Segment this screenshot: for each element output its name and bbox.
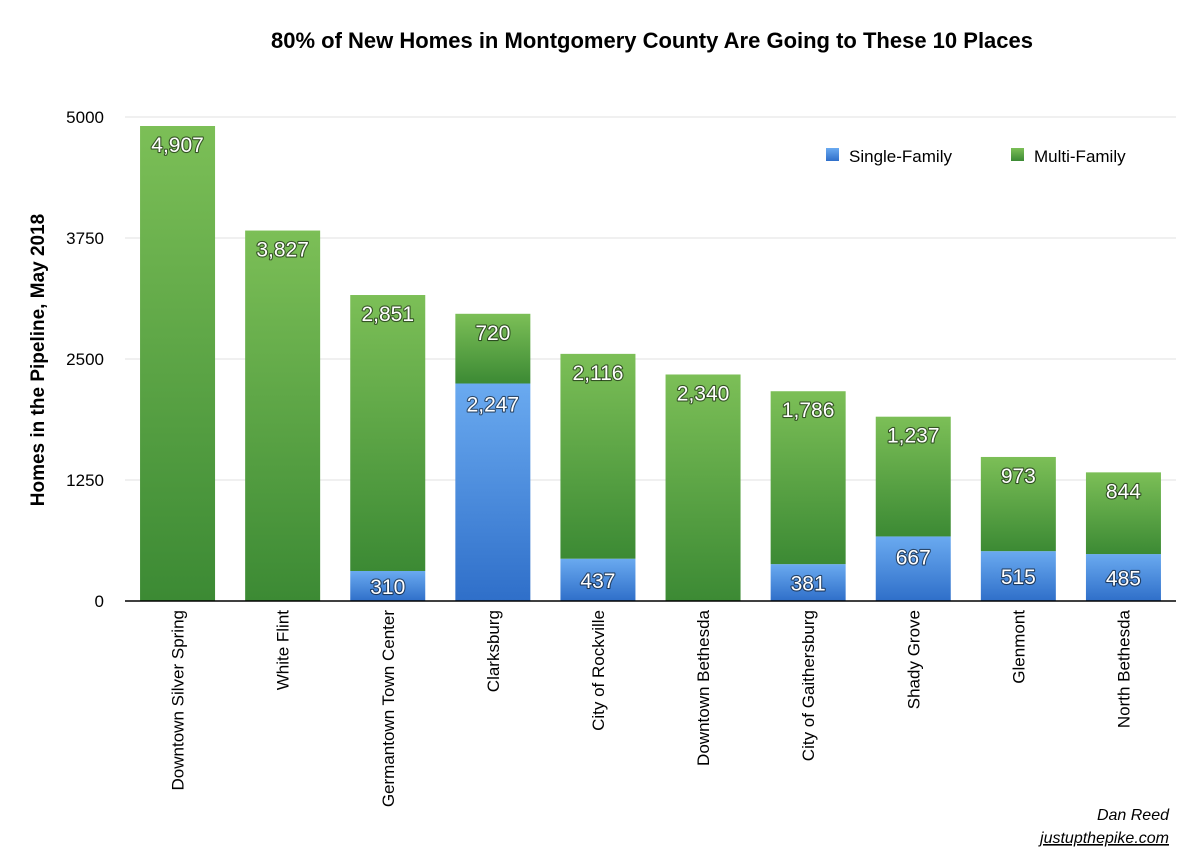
bar-single-family bbox=[350, 570, 426, 601]
y-tick-label: 3750 bbox=[66, 229, 104, 248]
data-label-multi-family: 4,907 bbox=[151, 134, 204, 157]
y-tick-label: 5000 bbox=[66, 108, 104, 127]
bar-multi-family bbox=[665, 374, 741, 601]
data-label-multi-family: 844 bbox=[1106, 480, 1141, 503]
bar-single-family bbox=[455, 383, 531, 601]
bar-multi-family bbox=[1085, 472, 1161, 555]
x-category-label: Shady Grove bbox=[904, 610, 923, 709]
y-tick-label: 1250 bbox=[66, 471, 104, 490]
bar-single-family bbox=[875, 536, 951, 601]
bar-multi-family bbox=[455, 313, 531, 384]
bar-multi-family bbox=[245, 230, 321, 602]
x-category-label: Glenmont bbox=[1009, 610, 1028, 684]
legend-label-single-family: Single-Family bbox=[849, 147, 952, 166]
bar-single-family bbox=[1085, 554, 1161, 601]
data-label-multi-family: 1,237 bbox=[887, 425, 940, 448]
y-tick-labels: 0 1250 2500 3750 5000 bbox=[66, 108, 104, 611]
bar-layer bbox=[140, 126, 1161, 602]
data-label-single-family: 381 bbox=[791, 573, 826, 596]
legend-swatch-single-family bbox=[826, 148, 839, 161]
x-category-label: City of Rockville bbox=[589, 610, 608, 731]
bar-single-family bbox=[770, 564, 846, 601]
credit-author: Dan Reed bbox=[1097, 807, 1170, 824]
bar-multi-family bbox=[980, 456, 1056, 552]
legend: Single-Family Multi-Family bbox=[826, 147, 1126, 166]
category-labels: Downtown Silver Spring White Flint Germant… bbox=[169, 609, 1134, 807]
y-tick-label: 0 bbox=[95, 592, 104, 611]
data-label-multi-family: 720 bbox=[475, 322, 510, 345]
chart-title: 80% of New Homes in Montgomery County Ar… bbox=[271, 28, 1033, 53]
legend-label-multi-family: Multi-Family bbox=[1034, 147, 1126, 166]
data-label-multi-family: 1,786 bbox=[782, 399, 835, 422]
bar-multi-family bbox=[560, 353, 636, 559]
x-category-label: Clarksburg bbox=[484, 610, 503, 692]
data-label-single-family: 515 bbox=[1001, 566, 1036, 589]
data-label-multi-family: 2,116 bbox=[572, 362, 623, 385]
bar-multi-family bbox=[770, 391, 846, 565]
data-label-single-family: 667 bbox=[896, 546, 931, 569]
credit-site: justupthepike.com bbox=[1038, 830, 1169, 847]
data-label-multi-family: 2,851 bbox=[361, 303, 414, 326]
data-label-multi-family: 3,827 bbox=[256, 239, 309, 262]
bar-single-family bbox=[980, 551, 1056, 601]
data-label-single-family: 310 bbox=[370, 576, 405, 599]
bar-multi-family bbox=[350, 295, 426, 571]
data-label-single-family: 437 bbox=[580, 570, 615, 593]
data-label-layer: 4,907 3,827 2,851 310 720 2,247 2,116 437 2,340 1… bbox=[150, 133, 1142, 600]
x-category-label: Germantown Town Center bbox=[379, 610, 398, 808]
x-category-label: Downtown Bethesda bbox=[694, 609, 713, 765]
x-category-label: City of Gaithersburg bbox=[799, 610, 818, 761]
y-axis-title: Homes in the Pipeline, May 2018 bbox=[28, 214, 49, 507]
x-category-label: White Flint bbox=[274, 610, 293, 691]
data-label-single-family: 2,247 bbox=[467, 393, 520, 416]
data-label-single-family: 485 bbox=[1106, 568, 1141, 591]
y-tick-label: 2500 bbox=[66, 350, 104, 369]
x-category-label: Downtown Silver Spring bbox=[169, 610, 188, 790]
bar-multi-family bbox=[140, 126, 216, 601]
bar-multi-family bbox=[875, 416, 951, 537]
bar-single-family bbox=[560, 558, 636, 601]
legend-swatch-multi-family bbox=[1011, 148, 1024, 161]
data-label-multi-family: 973 bbox=[1001, 465, 1036, 488]
x-category-label: North Bethesda bbox=[1114, 609, 1133, 728]
data-label-multi-family: 2,340 bbox=[677, 382, 730, 405]
